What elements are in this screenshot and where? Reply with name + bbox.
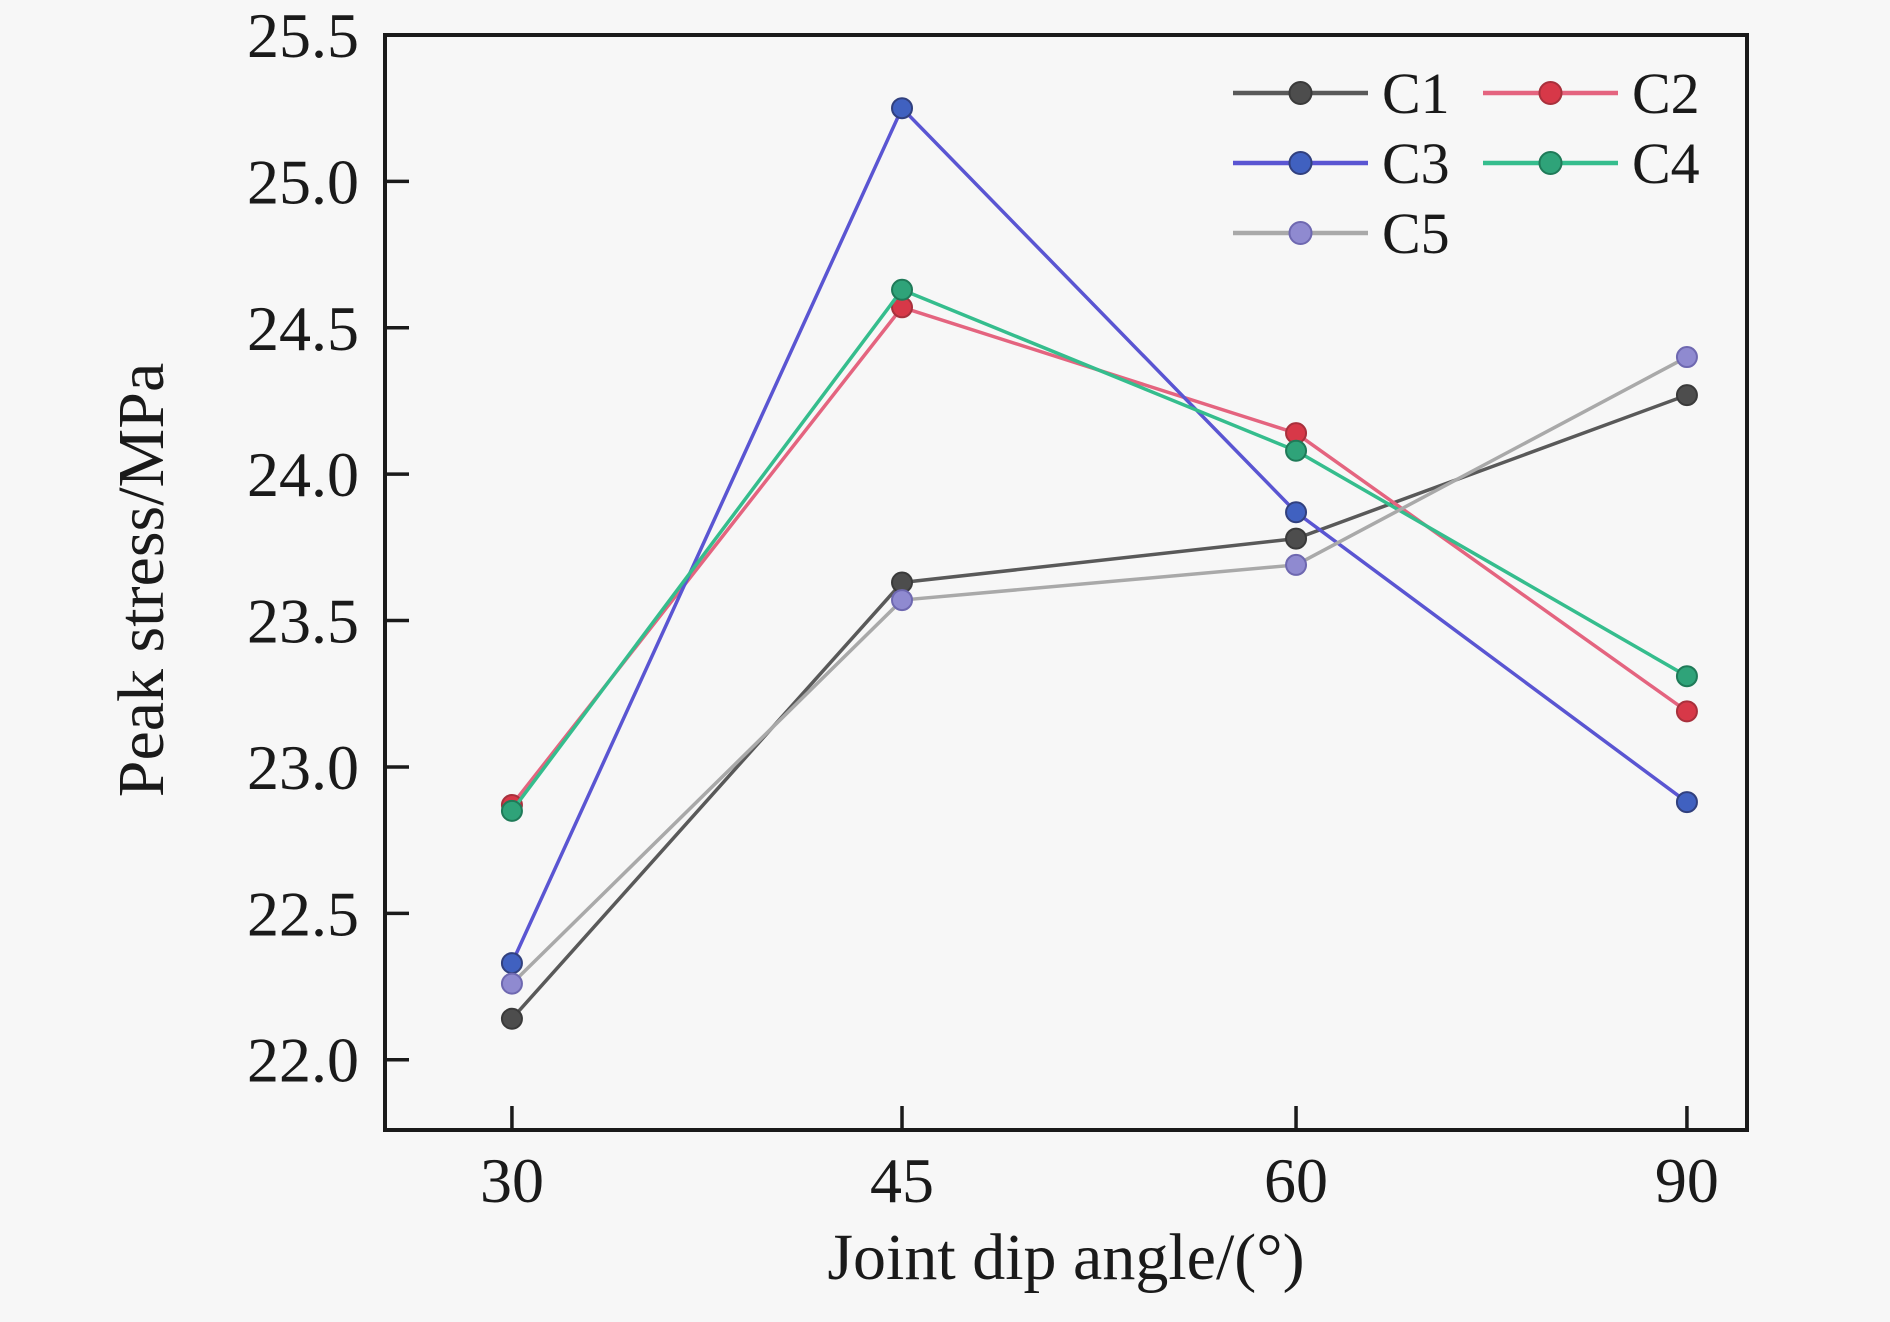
series-marker-C1-90 [1675,384,1698,407]
series-marker-C2-90 [1675,700,1698,723]
series-marker-C3-60 [1285,501,1308,524]
series-marker-C3-90 [1675,791,1698,814]
legend-label-C4: C4 [1632,131,1700,196]
y-axis-tick-label: 24.5 [247,293,359,364]
legend-label-C3: C3 [1382,131,1450,196]
series-marker-C5-45 [891,589,914,612]
y-axis-tick-label: 22.0 [247,1025,359,1096]
legend-marker-C4 [1538,151,1563,175]
y-axis-tick-label: 23.5 [247,586,359,657]
series-line-C4 [510,287,1688,812]
x-axis-tick-label: 45 [870,1145,934,1216]
series-marker-C4-45 [891,278,914,301]
x-axis-tick-label: 30 [480,1145,544,1216]
x-axis-title: Joint dip angle/(°) [827,1221,1305,1294]
series-marker-C1-60 [1285,527,1308,550]
series-marker-C4-30 [500,799,523,822]
series-line-C1 [510,393,1688,1020]
y-axis-tick-label: 25.0 [247,146,359,217]
legend-label-C1: C1 [1382,61,1450,126]
legend-marker-C2 [1538,81,1563,105]
series-marker-C1-30 [500,1007,523,1030]
y-axis-tick-label: 24.0 [247,439,359,510]
legend-label-C2: C2 [1632,61,1700,126]
series-line-C3 [510,106,1688,964]
legend-marker-C5 [1288,221,1313,245]
y-axis-tick-label: 22.5 [247,878,359,949]
y-axis-tick-label: 23.0 [247,732,359,803]
legend-marker-C3 [1288,151,1313,175]
x-axis-tick-label: 90 [1655,1145,1719,1216]
x-axis-tick-label: 60 [1264,1145,1328,1216]
y-axis-tick-label: 25.5 [247,0,359,71]
series-marker-C3-30 [500,952,523,975]
series-line-C2 [510,305,1688,807]
series-marker-C5-90 [1675,346,1698,369]
series-marker-C5-60 [1285,553,1308,576]
plot-border [383,33,1749,1132]
series-marker-C4-60 [1285,439,1308,462]
y-axis-title: Peak stress/MPa [105,362,178,798]
legend-marker-C1 [1288,81,1313,105]
series-line-C5 [510,355,1688,985]
series-marker-C5-30 [500,972,523,995]
series-marker-C4-90 [1675,665,1698,688]
series-marker-C3-45 [891,97,914,120]
legend-label-C5: C5 [1382,201,1450,266]
